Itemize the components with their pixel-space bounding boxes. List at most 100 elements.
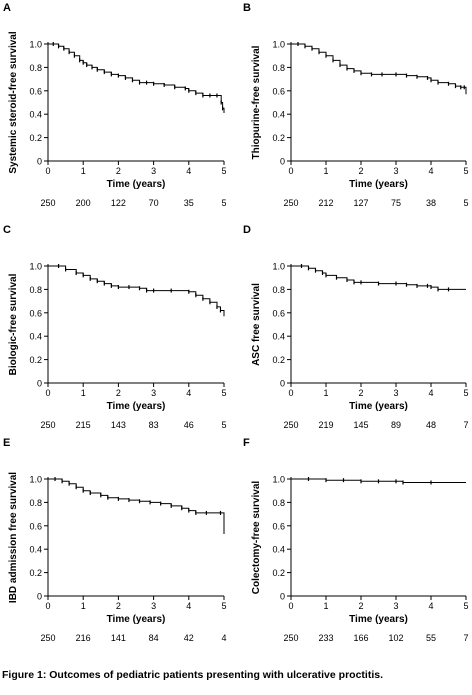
panel-a-xtick-label: 5 (221, 166, 226, 176)
panel-d-xtick-label: 0 (288, 388, 293, 398)
panel-d-xtick-label: 4 (428, 388, 433, 398)
panel-e-at-risk-label: 250 (40, 633, 55, 643)
panel-d-ytick-label: 0.8 (272, 285, 285, 295)
panel-c-xtick-label: 2 (116, 388, 121, 398)
panel-c-ytick-label: 0.8 (29, 285, 42, 295)
panel-a-xtick-label: 2 (116, 166, 121, 176)
panel-f-at-risk-label: 7 (463, 633, 468, 643)
panel-c-ytick-label: 1.0 (29, 262, 42, 272)
panel-e-ytick-label: 0.8 (29, 498, 42, 508)
panel-c-xtick-label: 1 (81, 388, 86, 398)
panel-c-xtick-label: 5 (221, 388, 226, 398)
panel-d-at-risk-label: 7 (463, 420, 468, 430)
panel-f-y-axis-label: Colectomy-free survival (251, 481, 262, 595)
panel-a-y-axis-label: Systemic steroid-free survival (8, 31, 19, 174)
panel-f-xtick-label: 3 (393, 601, 398, 611)
panel-d-ytick-label: 0 (280, 379, 285, 389)
panel-e-ytick-label: 1.0 (29, 475, 42, 485)
panel-b-at-risk-label: 5 (463, 198, 468, 208)
panel-a-letter: A (3, 2, 11, 14)
panel-e-y-axis-label: IBD admission free survival (8, 472, 19, 603)
panel-f-ytick-label: 0.4 (272, 545, 285, 555)
panel-c-y-axis-label: Biologic-free survival (8, 273, 19, 375)
panel-c-ytick-label: 0 (37, 379, 42, 389)
panel-a-xtick-label: 0 (45, 166, 50, 176)
panel-c-survival-curve (48, 265, 225, 317)
panel-b-ytick-label: 1.0 (272, 40, 285, 50)
panel-b-at-risk-label: 212 (318, 198, 333, 208)
panel-b-at-risk-label: 38 (426, 198, 436, 208)
panel-a-ytick-label: 1.0 (29, 40, 42, 50)
panel-e-at-risk-label: 42 (184, 633, 194, 643)
panel-b-ytick-label: 0 (280, 157, 285, 167)
panel-a-at-risk-label: 35 (184, 198, 194, 208)
panel-e-ytick-label: 0.6 (29, 521, 42, 531)
panel-a-at-risk-label: 250 (40, 198, 55, 208)
panel-c-at-risk-label: 143 (111, 420, 126, 430)
panel-b-letter: B (243, 2, 251, 14)
panel-e-survival-curve (48, 478, 225, 534)
panel-a-xtick-label: 4 (186, 166, 191, 176)
panel-f-xtick-label: 1 (323, 601, 328, 611)
panel-d-xtick-label: 5 (463, 388, 468, 398)
panel-b-y-axis-label: Thiopurine-free survival (251, 45, 262, 159)
panel-c-xtick-label: 4 (186, 388, 191, 398)
panel-d-ytick-label: 0.2 (272, 355, 285, 365)
panel-c-ytick-label: 0.2 (29, 355, 42, 365)
panel-f-xtick-label: 4 (428, 601, 433, 611)
panel-c-x-axis-label: Time (years) (107, 401, 166, 412)
panel-d-ytick-label: 0.4 (272, 332, 285, 342)
panel-b-xtick-label: 0 (288, 166, 293, 176)
panel-a-at-risk-label: 5 (221, 198, 226, 208)
figure-caption: Figure 1: Outcomes of pediatric patients… (2, 669, 383, 681)
panel-b-at-risk-label: 127 (353, 198, 368, 208)
panel-d-xtick-label: 1 (323, 388, 328, 398)
panel-e-xtick-label: 0 (45, 601, 50, 611)
panel-b-xtick-label: 2 (358, 166, 363, 176)
panel-e-at-risk-label: 4 (221, 633, 226, 643)
panel-d-ytick-label: 0.6 (272, 308, 285, 318)
panel-e-at-risk-label: 84 (149, 633, 159, 643)
panel-b-xtick-label: 5 (463, 166, 468, 176)
panel-e-xtick-label: 4 (186, 601, 191, 611)
panel-a-at-risk-label: 122 (111, 198, 126, 208)
panel-d-xtick-label: 3 (393, 388, 398, 398)
panel-e-ytick-label: 0.2 (29, 568, 42, 578)
panel-e-ytick-label: 0 (37, 592, 42, 602)
panel-a-ytick-label: 0 (37, 157, 42, 167)
panel-a-ytick-label: 0.6 (29, 86, 42, 96)
panel-d-at-risk-label: 250 (283, 420, 298, 430)
panel-d-at-risk-label: 219 (318, 420, 333, 430)
panel-e-xtick-label: 2 (116, 601, 121, 611)
panel-c-at-risk-label: 83 (149, 420, 159, 430)
panel-a-x-axis-label: Time (years) (107, 179, 166, 190)
panel-f-at-risk-label: 55 (426, 633, 436, 643)
panel-c-ytick-label: 0.6 (29, 308, 42, 318)
panel-d-xtick-label: 2 (358, 388, 363, 398)
panel-a-ytick-label: 0.8 (29, 63, 42, 73)
panel-b-ytick-label: 0.2 (272, 133, 285, 143)
panel-e-letter: E (3, 437, 10, 449)
panel-a-xtick-label: 3 (151, 166, 156, 176)
panel-f-ytick-label: 0 (280, 592, 285, 602)
panel-e-x-axis-label: Time (years) (107, 614, 166, 625)
panel-c-xtick-label: 0 (45, 388, 50, 398)
panel-f-letter: F (243, 437, 250, 449)
panel-b-survival-curve (291, 43, 467, 95)
panel-e-xtick-label: 3 (151, 601, 156, 611)
panel-d-at-risk-label: 89 (391, 420, 401, 430)
panel-b-xtick-label: 1 (323, 166, 328, 176)
panel-b-at-risk-label: 250 (283, 198, 298, 208)
panel-d-letter: D (243, 224, 251, 236)
panel-b-xtick-label: 3 (393, 166, 398, 176)
panel-a-ytick-label: 0.4 (29, 110, 42, 120)
panel-f-ytick-label: 0.6 (272, 521, 285, 531)
panel-a-ytick-label: 0.2 (29, 133, 42, 143)
panel-f-xtick-label: 2 (358, 601, 363, 611)
panel-f-at-risk-label: 102 (388, 633, 403, 643)
panel-c-at-risk-label: 250 (40, 420, 55, 430)
panel-e-at-risk-label: 141 (111, 633, 126, 643)
panel-f-at-risk-label: 166 (353, 633, 368, 643)
